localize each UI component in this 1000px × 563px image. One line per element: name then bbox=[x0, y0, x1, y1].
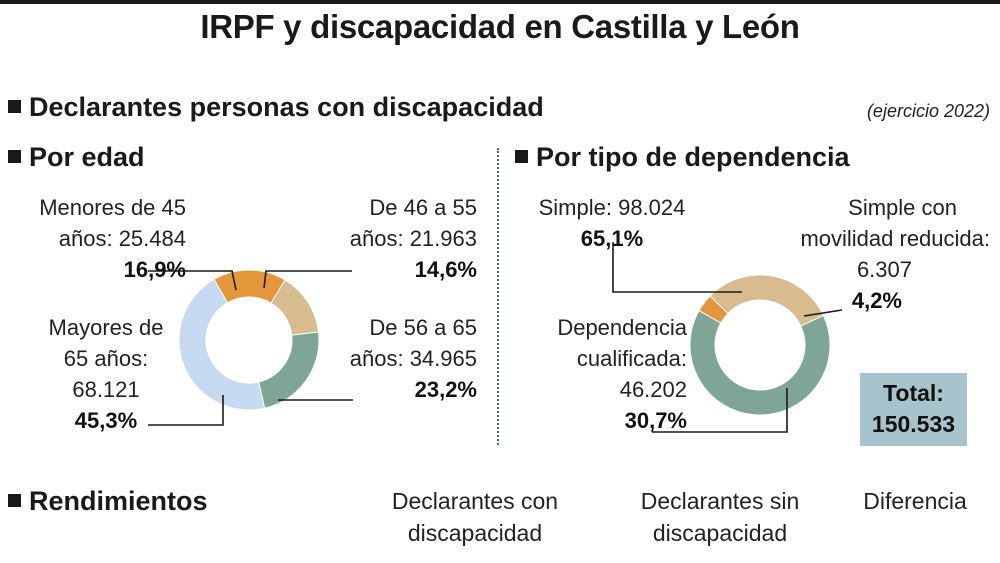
donut-by-age bbox=[178, 269, 320, 411]
label-age-over-65: Mayores de 65 años: 68.121 45,3% bbox=[26, 312, 186, 436]
column-separator bbox=[497, 148, 499, 445]
column-header-difference: Diferencia bbox=[845, 485, 985, 517]
label-line: Simple: 98.024 bbox=[538, 195, 686, 220]
label-line: años: 21.963 bbox=[349, 226, 477, 251]
label-dep-qualified: Dependencia cualificada: 46.202 30,7% bbox=[557, 312, 687, 436]
page-title: IRPF y discapacidad en Castilla y León bbox=[200, 8, 800, 45]
column-header-line: discapacidad bbox=[652, 520, 788, 546]
leader-line bbox=[263, 270, 352, 289]
heading-by-age-text: Por edad bbox=[29, 142, 145, 172]
total-label: Total: bbox=[883, 380, 944, 406]
label-age-46-55: De 46 a 55 años: 21.963 14,6% bbox=[350, 192, 477, 285]
label-line: años: 25.484 bbox=[58, 226, 186, 251]
label-line: 68.121 bbox=[72, 377, 140, 402]
fiscal-year-note: (ejercicio 2022) bbox=[866, 101, 990, 121]
leader-line bbox=[803, 309, 843, 317]
top-rule bbox=[0, 0, 1000, 4]
donut-slice-mayores-de-65-a-os bbox=[178, 278, 266, 411]
square-bullet-icon bbox=[515, 150, 528, 163]
label-line: 46.202 bbox=[619, 377, 687, 402]
column-header-with-disability: Declarantes con discapacidad bbox=[370, 485, 580, 549]
label-line: cualificada: bbox=[576, 346, 687, 371]
square-bullet-icon bbox=[8, 150, 21, 163]
section-heading-text: Declarantes personas con discapacidad bbox=[29, 92, 544, 122]
total-value: 150.533 bbox=[871, 411, 956, 437]
donut-slice-de-56-a-65-a-os bbox=[258, 331, 320, 409]
label-line: años: 34.965 bbox=[349, 346, 477, 371]
label-percentage: 16,9% bbox=[123, 257, 186, 282]
label-dep-simple: Simple: 98.024 65,1% bbox=[522, 192, 702, 254]
label-line: movilidad reducida: bbox=[800, 226, 990, 251]
column-header-line: discapacidad bbox=[407, 520, 543, 546]
label-percentage: 65,1% bbox=[580, 226, 644, 251]
column-header-line: Declarantes con bbox=[391, 488, 559, 514]
label-line: Dependencia bbox=[557, 315, 687, 340]
label-line: De 46 a 55 bbox=[369, 195, 477, 220]
total-box: Total: 150.533 bbox=[860, 373, 967, 446]
column-header-line: Declarantes sin bbox=[640, 488, 800, 514]
leader-lines bbox=[148, 242, 843, 433]
label-percentage: 45,3% bbox=[74, 408, 138, 433]
column-header-without-disability: Declarantes sin discapacidad bbox=[615, 485, 825, 549]
donut-by-dependency bbox=[689, 274, 831, 416]
heading-by-dependency: Por tipo de dependencia bbox=[515, 142, 850, 173]
label-age-under-45: Menores de 45 años: 25.484 16,9% bbox=[39, 192, 186, 285]
label-dep-reduced-mobility: Simple con movilidad reducida: 6.307 4,2… bbox=[800, 192, 990, 316]
label-percentage: 23,2% bbox=[414, 377, 477, 402]
donut-slice-simple bbox=[689, 309, 831, 416]
label-line: 6.307 bbox=[856, 257, 912, 282]
leader-line bbox=[652, 388, 788, 433]
square-bullet-icon bbox=[8, 494, 21, 507]
label-percentage: 30,7% bbox=[624, 408, 687, 433]
section-heading-declarantes: Declarantes personas con discapacidad bbox=[8, 92, 544, 123]
leader-line bbox=[148, 270, 237, 291]
label-percentage: 14,6% bbox=[414, 257, 477, 282]
label-line: Simple con bbox=[848, 195, 957, 220]
square-bullet-icon bbox=[8, 100, 21, 113]
label-line: Mayores de bbox=[48, 315, 164, 340]
heading-by-age: Por edad bbox=[8, 142, 145, 173]
label-line: De 56 a 65 bbox=[369, 315, 477, 340]
heading-rendimientos-text: Rendimientos bbox=[29, 486, 208, 516]
heading-by-dependency-text: Por tipo de dependencia bbox=[536, 142, 850, 172]
column-header-line: Diferencia bbox=[863, 488, 967, 514]
leader-line bbox=[148, 395, 224, 426]
heading-rendimientos: Rendimientos bbox=[8, 486, 208, 517]
label-line: 65 años: bbox=[63, 346, 149, 371]
label-line: Menores de 45 bbox=[39, 195, 186, 220]
donut-slice-dependencia-cualificada bbox=[709, 274, 825, 327]
leader-line bbox=[612, 242, 742, 293]
label-age-56-65: De 56 a 65 años: 34.965 23,2% bbox=[350, 312, 477, 405]
label-percentage: 4,2% bbox=[851, 288, 902, 313]
